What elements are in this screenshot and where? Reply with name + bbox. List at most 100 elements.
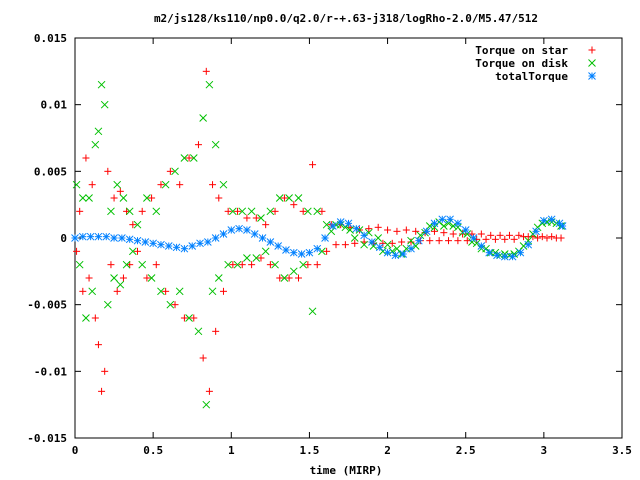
data-point <box>360 231 368 240</box>
data-point <box>383 240 392 249</box>
data-point <box>125 207 134 216</box>
y-tick-label: 0.01 <box>41 99 68 112</box>
data-point <box>399 250 408 258</box>
data-point <box>85 274 93 282</box>
data-point <box>102 232 111 241</box>
data-point <box>91 314 99 322</box>
data-point <box>388 239 396 247</box>
data-point <box>430 227 438 235</box>
data-point <box>327 227 336 236</box>
x-axis-label: time (MIRP) <box>310 464 383 477</box>
data-point <box>414 236 423 245</box>
data-point <box>558 222 567 230</box>
data-point <box>271 260 279 269</box>
data-point <box>75 260 84 269</box>
series-layer <box>71 67 567 409</box>
data-point <box>280 274 289 282</box>
data-point <box>262 221 270 229</box>
data-point <box>321 234 329 242</box>
data-point <box>487 231 495 239</box>
data-point <box>402 226 410 234</box>
data-point <box>468 238 476 246</box>
data-point <box>383 248 392 257</box>
data-point <box>266 261 274 269</box>
data-point <box>73 247 81 255</box>
y-axis: -0.015 -0.01 -0.005 0 0.005 0.01 0.015 <box>27 32 622 445</box>
data-point <box>190 314 198 322</box>
legend-marker <box>588 72 596 80</box>
data-point <box>505 231 513 239</box>
data-point <box>304 207 312 216</box>
data-point <box>166 300 175 309</box>
data-point <box>422 227 431 236</box>
data-point <box>97 80 106 89</box>
data-point <box>313 244 322 253</box>
series-totaltorque <box>71 215 567 261</box>
data-point <box>82 314 90 322</box>
data-point <box>449 230 457 238</box>
data-point <box>294 274 302 282</box>
data-point <box>229 261 237 269</box>
data-point <box>375 243 384 252</box>
x-tick-label: 0 <box>72 444 79 457</box>
data-point <box>141 238 150 246</box>
data-point <box>122 260 131 269</box>
x-tick-label: 0.5 <box>143 444 163 457</box>
data-point <box>171 167 179 176</box>
data-point <box>508 252 517 261</box>
data-point <box>491 235 499 243</box>
data-point <box>500 252 509 261</box>
data-point <box>266 238 275 246</box>
data-point <box>243 226 251 234</box>
chart-title: m2/js128/ks110/np0.0/q2.0/r-+.63-j318/lo… <box>154 12 538 25</box>
data-point <box>393 227 401 235</box>
data-point <box>379 247 387 256</box>
data-point <box>258 234 267 242</box>
data-point <box>238 207 247 216</box>
data-point <box>332 241 340 249</box>
data-point <box>510 235 518 243</box>
x-tick-label: 2.5 <box>456 444 476 457</box>
data-point <box>313 207 322 216</box>
data-point <box>477 242 486 250</box>
data-point <box>86 232 95 241</box>
data-point <box>171 301 179 309</box>
data-point <box>185 154 193 162</box>
data-point <box>271 207 279 215</box>
data-point <box>252 214 260 222</box>
data-point <box>180 244 189 253</box>
data-point <box>235 224 243 233</box>
data-point <box>280 194 288 202</box>
data-point <box>196 239 204 248</box>
data-point <box>543 234 551 242</box>
data-point <box>194 327 203 336</box>
x-tick-label: 2 <box>384 444 391 457</box>
data-point <box>454 219 462 228</box>
data-point <box>463 230 472 238</box>
data-point <box>477 230 485 238</box>
data-point <box>482 235 490 243</box>
data-point <box>305 248 314 257</box>
data-point <box>180 314 188 322</box>
data-point <box>162 287 170 295</box>
data-point <box>123 207 131 215</box>
data-point <box>94 341 102 349</box>
data-point <box>275 194 284 202</box>
data-point <box>164 242 173 250</box>
data-point <box>129 221 137 229</box>
data-point <box>76 207 84 215</box>
data-point <box>540 216 548 225</box>
data-point <box>113 287 121 295</box>
data-point <box>199 114 208 122</box>
data-point <box>116 280 125 289</box>
data-point <box>205 387 213 395</box>
data-point <box>252 254 261 262</box>
data-point <box>133 220 142 229</box>
data-point <box>88 181 96 189</box>
data-point <box>352 224 361 233</box>
data-point <box>438 215 447 224</box>
data-point <box>407 244 415 253</box>
data-point <box>134 247 142 255</box>
